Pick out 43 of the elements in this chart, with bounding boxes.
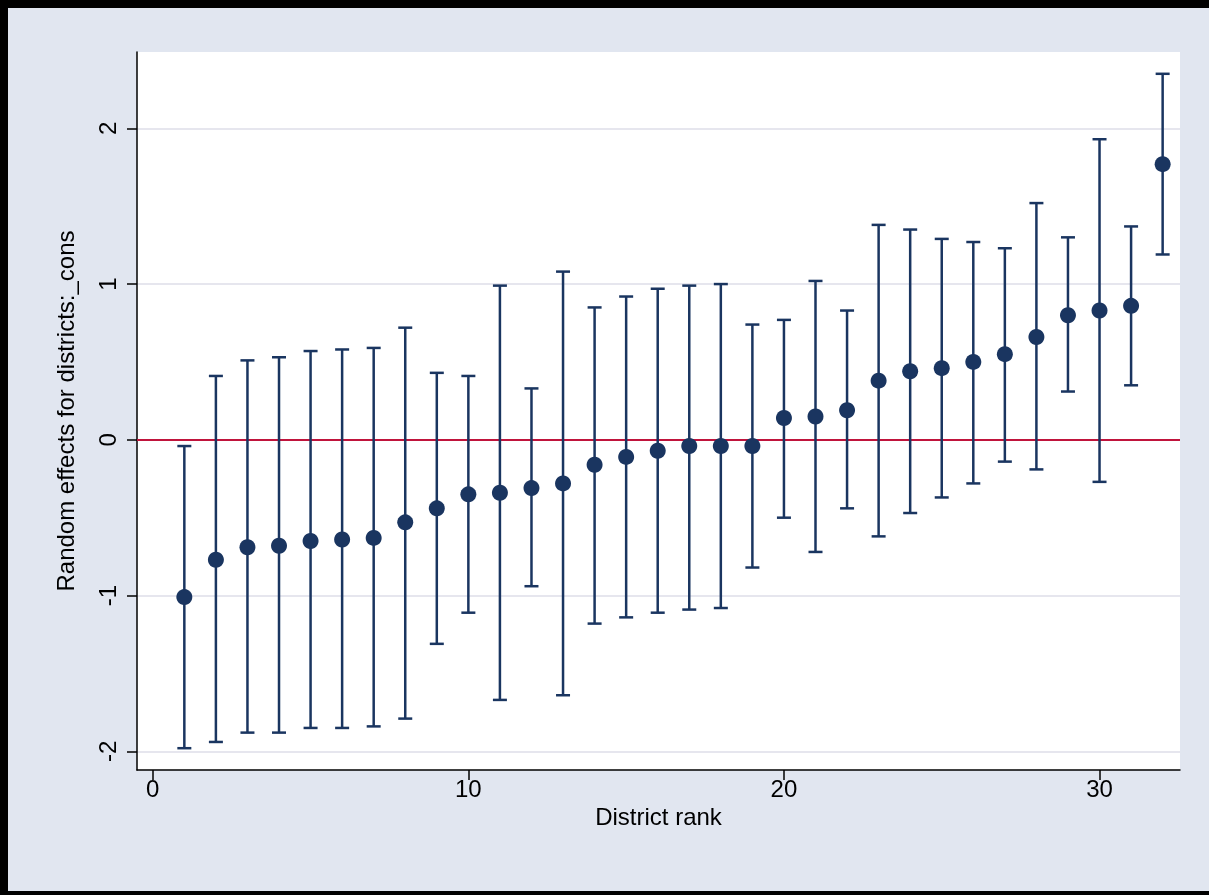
y-tick-label: 1 [93,277,121,291]
y-tick-label: -2 [93,740,121,762]
point [1123,297,1140,314]
x-axis-title: District rank [595,803,723,831]
point [271,537,288,554]
y-tick-label: 2 [93,121,121,135]
x-tick-label: 10 [455,774,482,802]
point [839,402,856,419]
point [207,551,224,568]
point [744,438,761,455]
point [302,533,319,550]
point [775,410,792,426]
point [428,500,445,517]
point [523,480,540,497]
point [239,539,256,556]
point [712,438,729,455]
y-tick-label: 0 [93,433,121,447]
point [1091,302,1108,319]
x-tick-label: 30 [1086,774,1113,802]
point [1154,156,1171,173]
point [176,589,193,606]
y-tick-label: -1 [93,584,121,607]
point [555,475,572,492]
point [1059,307,1076,324]
x-tick-label: 0 [146,774,160,802]
point [460,486,477,503]
point [807,408,824,425]
point [397,514,414,531]
point [933,360,950,377]
point [996,346,1013,363]
point [334,531,351,548]
point [870,372,887,389]
point [902,363,919,380]
point [618,448,635,465]
point [1028,329,1045,346]
point [649,442,666,459]
point [965,353,982,370]
y-axis-title: Random effects for districts:_cons [51,230,79,592]
point [491,484,508,501]
point [586,456,603,473]
x-tick-label: 20 [770,774,798,802]
point [365,529,382,546]
point [681,438,698,455]
